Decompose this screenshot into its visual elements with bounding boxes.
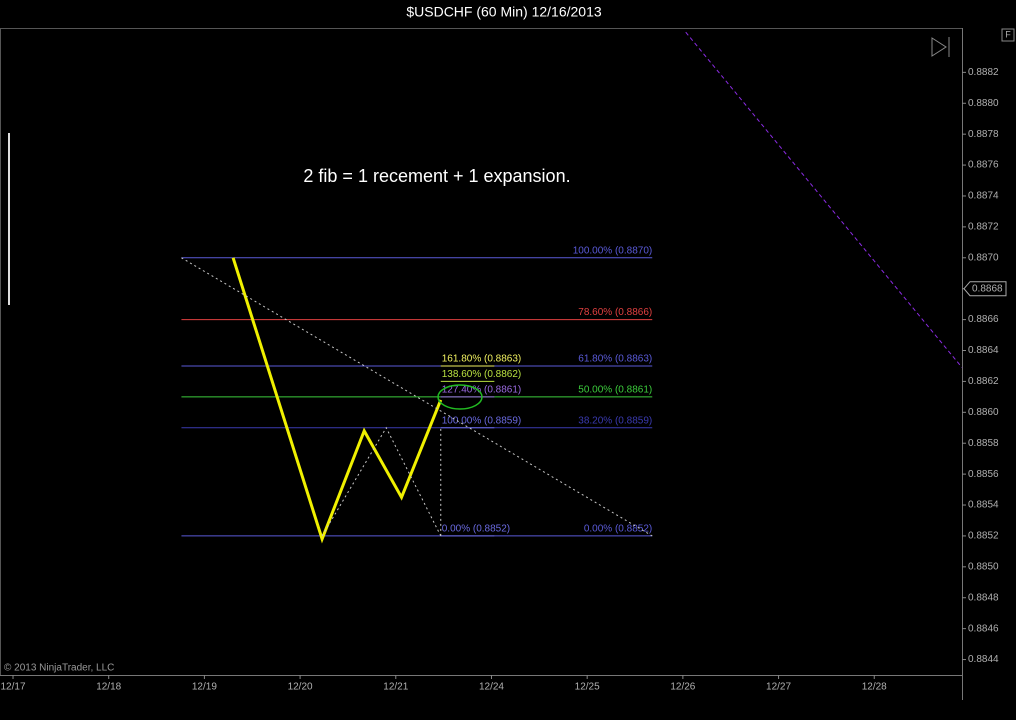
annotation: 2 fib = 1 recement + 1 expansion.	[303, 166, 570, 186]
copyright: © 2013 NinjaTrader, LLC	[4, 663, 114, 674]
current-price-marker	[963, 281, 1007, 297]
scroll-bar[interactable]	[8, 133, 10, 305]
y-tick-label: 0.8848	[968, 592, 999, 603]
y-tick-label: 0.8882	[968, 67, 999, 78]
retracement-label: 78.60% (0.8866)	[578, 307, 652, 318]
y-tick-label: 0.8856	[968, 469, 999, 480]
y-tick-label: 0.8858	[968, 438, 999, 449]
x-tick-label: 12/17	[0, 682, 25, 693]
y-tick-label: 0.8860	[968, 407, 999, 418]
retracement-label: 50.00% (0.8861)	[578, 384, 652, 395]
series-line	[321, 426, 442, 537]
highlight-ellipse	[437, 384, 483, 410]
series-line	[685, 31, 963, 368]
y-tick-label: 0.8850	[968, 561, 999, 572]
retracement-label: 61.80% (0.8863)	[578, 354, 652, 365]
x-tick-label: 12/18	[96, 682, 121, 693]
y-tick-label: 0.8874	[968, 191, 999, 202]
retracement-label: 0.00% (0.8852)	[584, 524, 652, 535]
x-tick-label: 12/28	[862, 682, 887, 693]
y-tick-label: 0.8846	[968, 623, 999, 634]
plot: 0.8844 0.8846 0.8848 0.8850 0.8852 0.8854 0.88…	[0, 31, 1007, 693]
x-tick-label: 12/21	[383, 682, 408, 693]
y-tick-label: 0.8872	[968, 222, 999, 233]
expansion-label: 138.60% (0.8862)	[442, 369, 522, 380]
x-tick-label: 12/27	[766, 682, 791, 693]
y-tick-label: 0.8880	[968, 98, 999, 109]
y-tick-label: 0.8878	[968, 129, 999, 140]
f-button-label[interactable]: F	[1005, 29, 1011, 39]
series-line	[181, 257, 653, 537]
y-tick-label: 0.8844	[968, 654, 999, 665]
current-price-label: 0.8868	[972, 283, 1003, 294]
series-line	[231, 257, 443, 544]
y-tick-label: 0.8862	[968, 376, 999, 387]
x-tick-label: 12/24	[479, 682, 504, 693]
x-tick-label: 12/25	[575, 682, 600, 693]
y-tick-label: 0.8864	[968, 345, 999, 356]
y-tick-label: 0.8876	[968, 160, 999, 171]
x-tick-label: 12/20	[288, 682, 313, 693]
y-tick-label: 0.8854	[968, 500, 999, 511]
retracement-label: 100.00% (0.8870)	[573, 245, 653, 256]
expansion-label: 161.80% (0.8863)	[442, 354, 522, 365]
x-tick-label: 12/26	[670, 682, 695, 693]
y-tick-label: 0.8866	[968, 314, 999, 325]
expansion-label: 127.40% (0.8861)	[442, 384, 522, 395]
x-tick-label: 12/19	[192, 682, 217, 693]
expansion-label: 100.00% (0.8859)	[442, 415, 522, 426]
chart-title: $USDCHF (60 Min) 12/16/2013	[406, 4, 602, 20]
f-button[interactable]	[1001, 28, 1015, 42]
retracement-label: 38.20% (0.8859)	[578, 415, 652, 426]
expansion-label: 0.00% (0.8852)	[442, 524, 510, 535]
scroll-end-icon[interactable]	[931, 37, 950, 57]
y-tick-label: 0.8852	[968, 531, 999, 542]
y-tick-label: 0.8870	[968, 252, 999, 263]
